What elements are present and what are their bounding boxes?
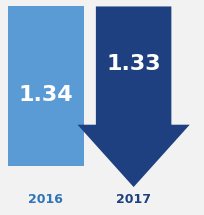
Text: 2016: 2016 bbox=[29, 194, 63, 206]
Text: 1.34: 1.34 bbox=[19, 84, 73, 105]
Polygon shape bbox=[78, 6, 190, 187]
Text: 2017: 2017 bbox=[116, 194, 151, 206]
Bar bbox=[8, 6, 84, 166]
Text: 1.33: 1.33 bbox=[106, 54, 161, 75]
